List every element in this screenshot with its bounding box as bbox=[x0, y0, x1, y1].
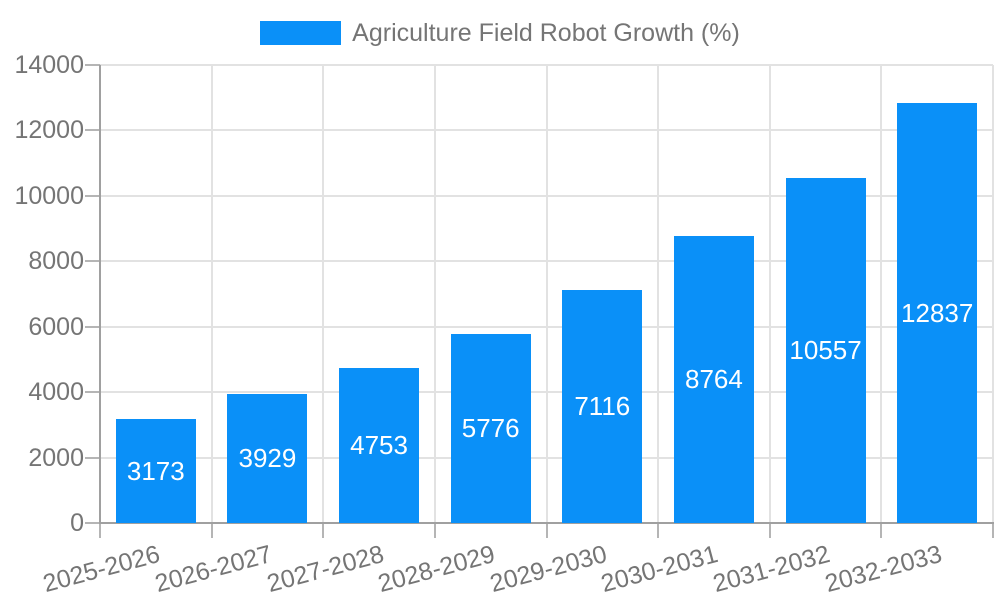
bar: 3173 bbox=[115, 419, 196, 523]
y-tick bbox=[85, 325, 100, 328]
v-gridline bbox=[210, 65, 213, 523]
v-gridline bbox=[322, 65, 325, 523]
y-tick-label: 14000 bbox=[14, 51, 84, 79]
legend: Agriculture Field Robot Growth (%) bbox=[0, 17, 1000, 49]
x-tick-label: 2029-2030 bbox=[486, 540, 610, 598]
bar-value-label: 7116 bbox=[574, 391, 631, 422]
bar: 8764 bbox=[673, 236, 754, 523]
x-axis-line bbox=[99, 522, 994, 524]
x-tick-label: 2031-2032 bbox=[710, 540, 833, 598]
bar-value-label: 8764 bbox=[685, 364, 743, 395]
bar-value-label: 12837 bbox=[901, 297, 974, 328]
v-gridline bbox=[433, 65, 436, 523]
y-tick bbox=[85, 129, 100, 132]
y-tick-label: 2000 bbox=[28, 443, 84, 472]
x-tick-label: 2027-2028 bbox=[263, 540, 387, 598]
x-tick bbox=[880, 523, 883, 538]
x-tick bbox=[210, 523, 213, 538]
bar: 12837 bbox=[897, 103, 978, 523]
y-tick bbox=[85, 522, 100, 524]
y-tick bbox=[85, 391, 100, 394]
bar: 3929 bbox=[227, 394, 308, 523]
x-tick bbox=[768, 523, 771, 538]
x-tick bbox=[433, 523, 436, 538]
x-tick bbox=[99, 523, 101, 538]
bar: 7116 bbox=[562, 290, 643, 523]
v-gridline bbox=[992, 65, 994, 523]
v-gridline bbox=[880, 65, 883, 523]
bar-value-label: 10557 bbox=[789, 334, 862, 365]
y-tick-label: 12000 bbox=[14, 116, 84, 145]
y-tick-label: 8000 bbox=[28, 247, 84, 276]
x-tick bbox=[545, 523, 548, 538]
y-tick-label: 4000 bbox=[28, 378, 84, 407]
bar: 5776 bbox=[450, 334, 531, 523]
bar-value-label: 4753 bbox=[350, 429, 408, 460]
y-tick-label: 10000 bbox=[14, 181, 84, 210]
y-tick bbox=[85, 64, 100, 66]
legend-label: Agriculture Field Robot Growth (%) bbox=[352, 18, 740, 47]
y-tick bbox=[85, 194, 100, 197]
bar: 4753 bbox=[339, 367, 420, 523]
y-tick-label: 0 bbox=[70, 509, 84, 537]
y-tick bbox=[85, 456, 100, 459]
v-gridline bbox=[657, 65, 660, 523]
legend-swatch bbox=[260, 21, 342, 45]
x-tick-label: 2032-2033 bbox=[821, 540, 945, 598]
v-gridline bbox=[768, 65, 771, 523]
x-tick bbox=[657, 523, 660, 538]
y-axis-line bbox=[99, 65, 101, 524]
y-tick-label: 6000 bbox=[28, 312, 84, 341]
bar-value-label: 5776 bbox=[461, 413, 520, 443]
x-tick-label: 2028-2029 bbox=[375, 540, 498, 598]
x-tick-label: 2030-2031 bbox=[598, 540, 722, 598]
v-gridline bbox=[545, 65, 548, 523]
bar-value-label: 3173 bbox=[126, 455, 185, 486]
x-tick-label: 2025-2026 bbox=[40, 540, 164, 598]
bar: 10557 bbox=[785, 177, 866, 523]
y-tick bbox=[85, 260, 100, 263]
bar-value-label: 3929 bbox=[238, 443, 297, 474]
x-tick bbox=[322, 523, 325, 538]
x-tick bbox=[992, 523, 994, 538]
x-tick-label: 2026-2027 bbox=[151, 540, 275, 598]
